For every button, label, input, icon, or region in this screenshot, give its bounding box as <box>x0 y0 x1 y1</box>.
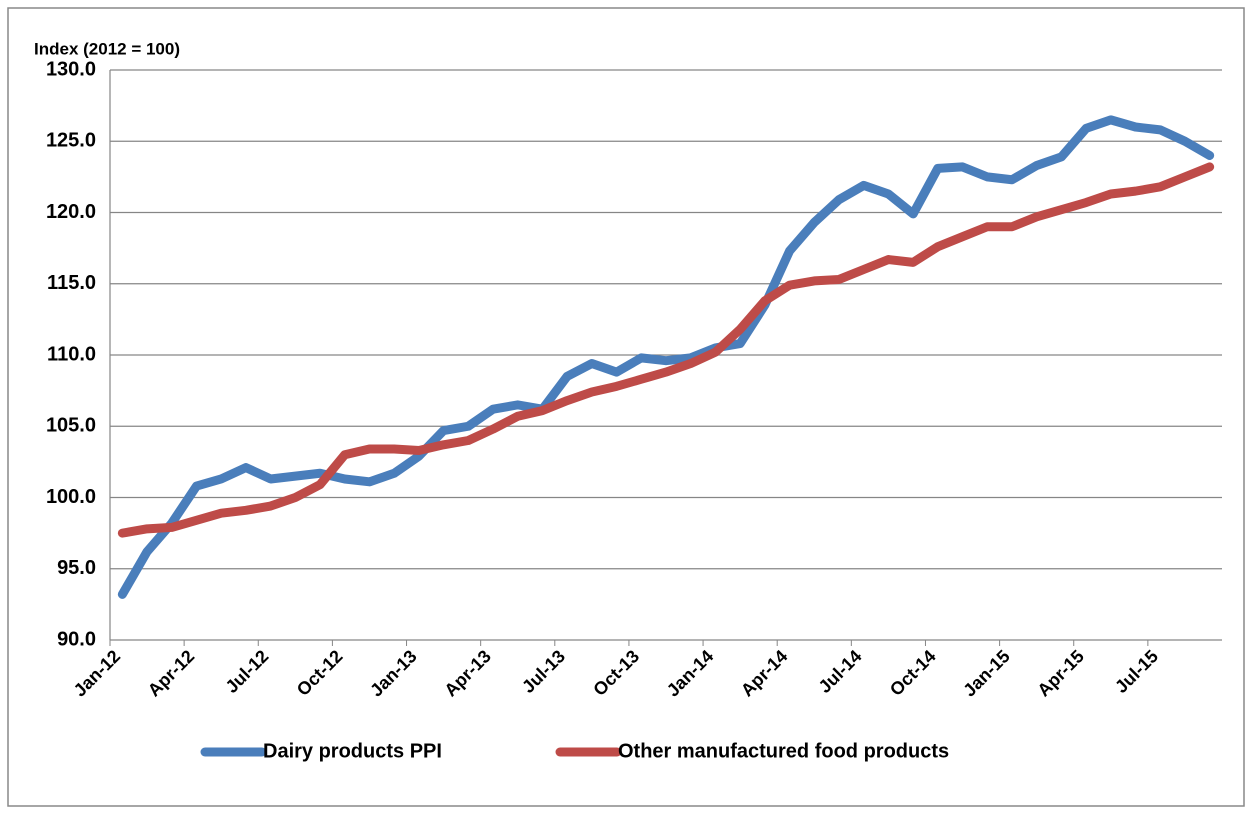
y-tick-label: 90.0 <box>57 628 96 650</box>
y-tick-label: 100.0 <box>46 486 96 508</box>
y-tick-label: 125.0 <box>46 130 96 152</box>
legend-label: Other manufactured food products <box>618 740 949 762</box>
series-line <box>117 115 1215 599</box>
y-tick-label: 95.0 <box>57 557 96 579</box>
y-tick-label: 110.0 <box>47 343 96 365</box>
y-axis-label: Index (2012 = 100) <box>34 39 180 58</box>
y-tick-label: 105.0 <box>46 415 96 437</box>
series-line <box>117 162 1215 538</box>
legend-label: Dairy products PPI <box>263 740 442 762</box>
y-tick-label: 130.0 <box>46 58 96 80</box>
y-tick-label: 120.0 <box>46 201 96 223</box>
y-tick-label: 115.0 <box>47 272 96 294</box>
